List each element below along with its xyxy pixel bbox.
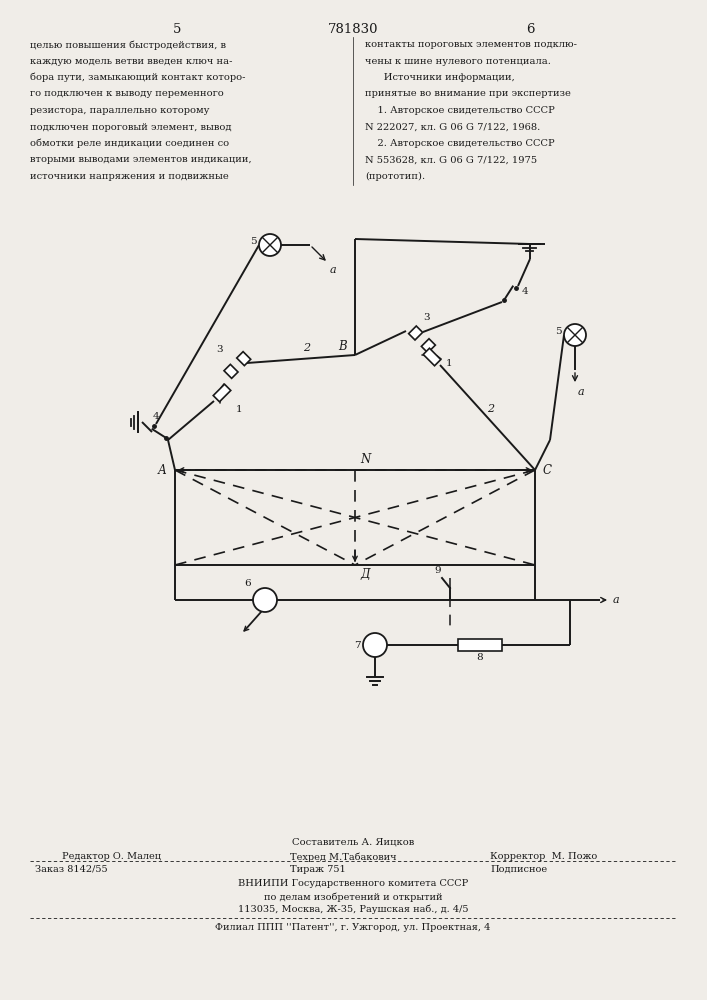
Text: 4: 4 bbox=[522, 288, 529, 296]
Text: ВНИИПИ Государственного комитета СССР: ВНИИПИ Государственного комитета СССР bbox=[238, 879, 468, 888]
Text: 6: 6 bbox=[526, 23, 534, 36]
Text: В: В bbox=[339, 340, 347, 353]
Text: 5: 5 bbox=[173, 23, 181, 36]
Polygon shape bbox=[423, 348, 440, 366]
Text: Составитель А. Яицков: Составитель А. Яицков bbox=[292, 838, 414, 847]
Text: Филиал ППП ''Патент'', г. Ужгород, ул. Проектная, 4: Филиал ППП ''Патент'', г. Ужгород, ул. П… bbox=[216, 923, 491, 932]
Text: 3: 3 bbox=[423, 313, 430, 322]
Text: N 222027, кл. G 06 G 7/122, 1968.: N 222027, кл. G 06 G 7/122, 1968. bbox=[365, 122, 540, 131]
Text: Техред М.Табакович: Техред М.Табакович bbox=[290, 852, 397, 861]
Text: 5: 5 bbox=[250, 237, 257, 246]
Text: N: N bbox=[360, 453, 370, 466]
Text: 6: 6 bbox=[245, 579, 251, 588]
Text: Редактор О. Малец: Редактор О. Малец bbox=[62, 852, 161, 861]
Polygon shape bbox=[224, 364, 238, 378]
Text: 1. Авторское свидетельство СССР: 1. Авторское свидетельство СССР bbox=[365, 106, 555, 115]
Text: Заказ 8142/55: Заказ 8142/55 bbox=[35, 865, 107, 874]
Circle shape bbox=[259, 234, 281, 256]
Text: 3: 3 bbox=[216, 345, 223, 354]
Polygon shape bbox=[214, 384, 230, 402]
Text: Тираж 751: Тираж 751 bbox=[290, 865, 346, 874]
Text: a: a bbox=[578, 387, 585, 397]
Text: чены к шине нулевого потенциала.: чены к шине нулевого потенциала. bbox=[365, 56, 551, 66]
Text: С: С bbox=[543, 464, 552, 477]
Text: Корректор  М. Пожо: Корректор М. Пожо bbox=[490, 852, 597, 861]
Text: 1: 1 bbox=[236, 405, 243, 414]
Circle shape bbox=[564, 324, 586, 346]
Text: Д: Д bbox=[360, 568, 370, 581]
Polygon shape bbox=[458, 639, 502, 651]
Circle shape bbox=[363, 633, 387, 657]
Text: каждую модель ветви введен ключ на-: каждую модель ветви введен ключ на- bbox=[30, 56, 233, 66]
Text: контакты пороговых элементов подклю-: контакты пороговых элементов подклю- bbox=[365, 40, 577, 49]
Polygon shape bbox=[237, 352, 251, 366]
Text: a: a bbox=[330, 265, 337, 275]
Text: 7: 7 bbox=[354, 641, 361, 650]
Text: подключен пороговый элемент, вывод: подключен пороговый элемент, вывод bbox=[30, 122, 231, 131]
Text: обмотки реле индикации соединен со: обмотки реле индикации соединен со bbox=[30, 139, 229, 148]
Text: 5: 5 bbox=[556, 328, 562, 336]
Text: 113035, Москва, Ж-35, Раушская наб., д. 4/5: 113035, Москва, Ж-35, Раушская наб., д. … bbox=[238, 905, 468, 914]
Text: го подключен к выводу переменного: го подключен к выводу переменного bbox=[30, 90, 223, 99]
Text: резистора, параллельно которому: резистора, параллельно которому bbox=[30, 106, 209, 115]
Text: a: a bbox=[613, 595, 619, 605]
Text: источники напряжения и подвижные: источники напряжения и подвижные bbox=[30, 172, 229, 181]
Text: бора пути, замыкающий контакт которо-: бора пути, замыкающий контакт которо- bbox=[30, 73, 245, 83]
Text: 4: 4 bbox=[153, 412, 159, 421]
Text: 781830: 781830 bbox=[328, 23, 378, 36]
Text: (прототип).: (прототип). bbox=[365, 172, 425, 181]
Text: Источники информации,: Источники информации, bbox=[365, 73, 515, 82]
Text: 1: 1 bbox=[446, 359, 452, 368]
Text: 8: 8 bbox=[477, 653, 484, 662]
Text: Подписное: Подписное bbox=[490, 865, 547, 874]
Text: А: А bbox=[158, 464, 167, 477]
Polygon shape bbox=[409, 326, 423, 340]
Text: N 553628, кл. G 06 G 7/122, 1975: N 553628, кл. G 06 G 7/122, 1975 bbox=[365, 155, 537, 164]
Text: 2. Авторское свидетельство СССР: 2. Авторское свидетельство СССР bbox=[365, 139, 554, 148]
Text: целью повышения быстродействия, в: целью повышения быстродействия, в bbox=[30, 40, 226, 49]
Text: 2: 2 bbox=[487, 404, 494, 414]
Text: 2: 2 bbox=[303, 343, 310, 353]
Text: вторыми выводами элементов индикации,: вторыми выводами элементов индикации, bbox=[30, 155, 252, 164]
Circle shape bbox=[253, 588, 277, 612]
Text: по делам изобретений и открытий: по делам изобретений и открытий bbox=[264, 892, 443, 902]
Text: принятые во внимание при экспертизе: принятые во внимание при экспертизе bbox=[365, 90, 571, 99]
Text: 9: 9 bbox=[435, 566, 441, 575]
Polygon shape bbox=[421, 339, 436, 353]
